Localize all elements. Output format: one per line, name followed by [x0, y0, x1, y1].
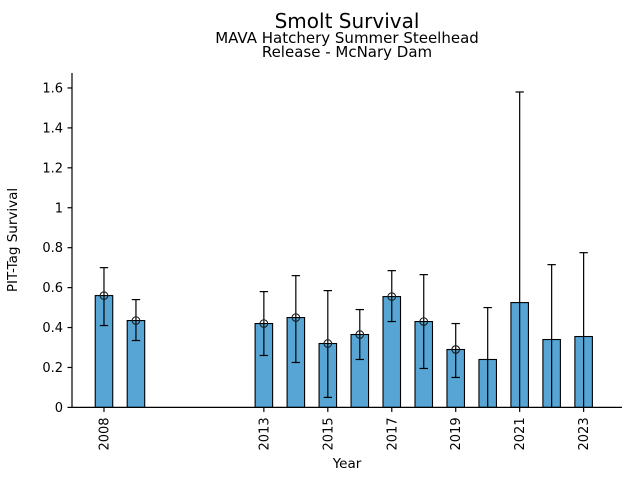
y-tick-label-1.6: 1.6 [42, 81, 63, 96]
chart-subtitle-line2: Release - McNary Dam [261, 43, 433, 61]
point-marker-2009 [131, 316, 141, 325]
y-tick-label-0.6: 0.6 [42, 281, 63, 296]
x-tick-label-2017: 2017 [385, 417, 400, 450]
point-marker-2008 [99, 291, 109, 300]
x-tick-label-2013: 2013 [257, 417, 272, 450]
y-tick-label-0: 0 [55, 401, 63, 416]
chart-title: Smolt Survival [274, 9, 420, 33]
x-tick-label-2021: 2021 [513, 417, 528, 450]
y-tick-label-0.4: 0.4 [42, 321, 63, 336]
x-tick-label-2023: 2023 [577, 417, 592, 450]
x-tick-label-2019: 2019 [449, 417, 464, 450]
y-tick-label-1: 1 [55, 201, 63, 216]
point-marker-2014 [291, 313, 301, 322]
point-marker-2016 [355, 330, 365, 339]
y-tick-label-0.8: 0.8 [42, 241, 63, 256]
point-marker-2019 [451, 345, 461, 354]
x-axis-label: Year [332, 456, 362, 472]
point-marker-2018 [419, 317, 429, 326]
y-tick-label-0.2: 0.2 [42, 361, 63, 376]
point-marker-2013 [259, 319, 269, 328]
y-tick-label-1.4: 1.4 [42, 121, 63, 136]
chart-subtitle-line1: MAVA Hatchery Summer Steelhead [215, 29, 479, 47]
x-tick-label-2008: 2008 [97, 417, 112, 450]
point-marker-2017 [387, 292, 397, 301]
point-marker-2015 [323, 339, 333, 348]
x-tick-label-2015: 2015 [321, 417, 336, 450]
y-tick-label-1.2: 1.2 [42, 161, 63, 176]
